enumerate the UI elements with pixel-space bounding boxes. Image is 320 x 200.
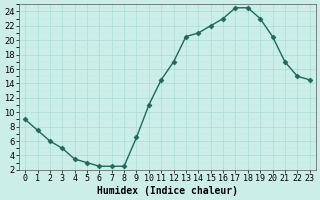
X-axis label: Humidex (Indice chaleur): Humidex (Indice chaleur) xyxy=(97,186,238,196)
